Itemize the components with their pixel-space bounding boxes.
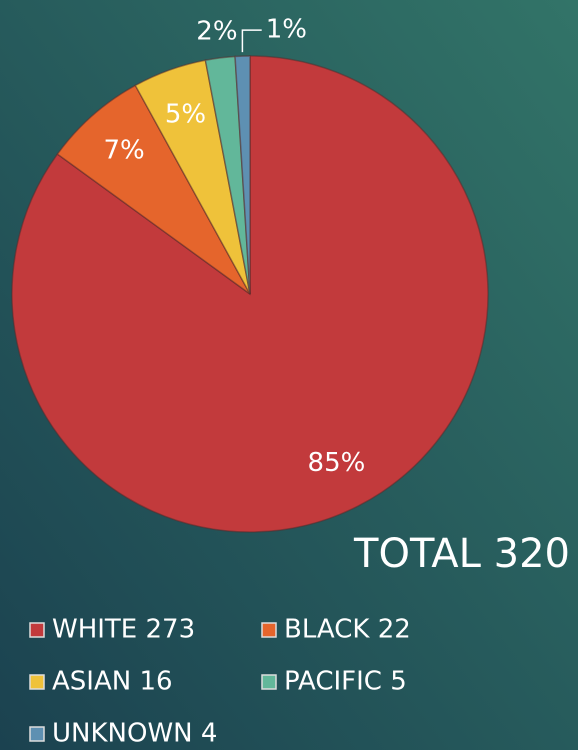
- pie-slice: [56, 84, 251, 295]
- leader-line: [241, 29, 262, 53]
- legend-swatch: [29, 674, 45, 690]
- legend-label: UNKNOWN 4: [52, 719, 217, 749]
- legend-label: PACIFIC 5: [284, 667, 407, 697]
- slice-label: 5%: [165, 99, 206, 129]
- legend-swatch: [261, 622, 277, 638]
- legend-label: WHITE 273: [52, 615, 195, 645]
- slice-label: 85%: [308, 448, 366, 478]
- legend-swatch: [29, 726, 45, 742]
- slice-label: 1%: [266, 15, 307, 45]
- legend-swatch: [29, 622, 45, 638]
- slice-label: 2%: [196, 17, 237, 47]
- legend-label: BLACK 22: [284, 615, 411, 645]
- total-annotation: TOTAL 320: [353, 531, 570, 577]
- pie-slice: [234, 55, 251, 295]
- legend-swatch: [261, 674, 277, 690]
- legend-label: ASIAN 16: [52, 667, 173, 697]
- slice-label: 7%: [103, 136, 144, 166]
